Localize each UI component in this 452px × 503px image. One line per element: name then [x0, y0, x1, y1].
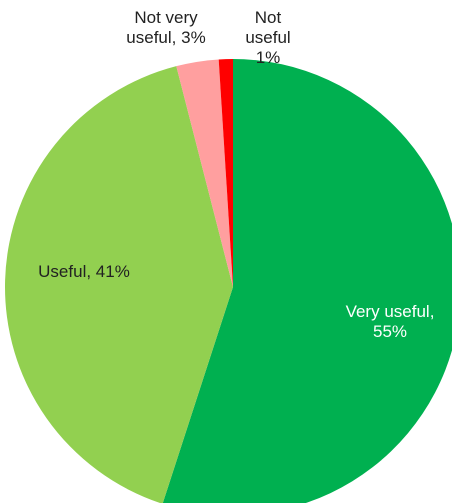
label-category: Useful: [38, 262, 87, 281]
pie-slice: [176, 59, 233, 287]
pie-slice: [162, 59, 452, 503]
pie-slice: [5, 66, 233, 503]
data-label: Not very useful, 3%: [112, 8, 220, 48]
label-separator: ,: [86, 262, 96, 281]
data-label: Very useful, 55%: [330, 302, 450, 342]
label-value: 3%: [181, 28, 206, 47]
data-label: Useful, 41%: [14, 262, 154, 282]
label-category: Very useful: [345, 302, 430, 321]
label-value: 55%: [372, 322, 408, 341]
label-separator: ,: [429, 302, 435, 321]
pie-slice: [218, 59, 233, 287]
data-label: Not useful 1%: [238, 8, 298, 68]
label-category: Not very useful: [126, 8, 198, 47]
label-value: 1%: [255, 48, 281, 67]
label-value: 41%: [95, 262, 130, 281]
label-category: Not useful: [245, 8, 291, 47]
label-separator: ,: [171, 28, 182, 47]
